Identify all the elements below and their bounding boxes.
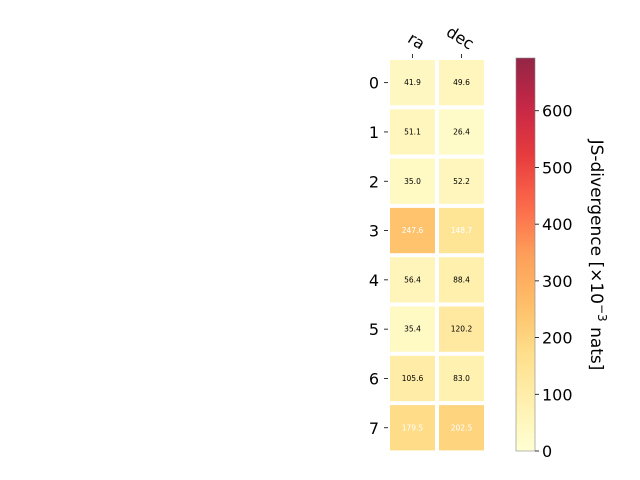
heatmap-cell: [439, 257, 484, 303]
cell-value-label: 105.6: [402, 374, 424, 383]
heatmap-cell: [390, 405, 435, 451]
colorbar-label: JS-divergence [×10−3 nats]: [586, 139, 609, 371]
row-label: 1: [369, 123, 379, 142]
heatmap-cell: [390, 158, 435, 204]
colorbar-tick-label: 600: [542, 102, 573, 121]
heatmap-cell: [439, 60, 484, 106]
colorbar-gradient: [516, 58, 535, 451]
colorbar-tick-label: 400: [542, 215, 573, 234]
colorbar-tick-label: 500: [542, 158, 573, 177]
row-label: 4: [369, 271, 379, 290]
heatmap-cell: [439, 355, 484, 402]
column-label: ra: [404, 29, 428, 54]
cell-value-label: 202.5: [451, 423, 473, 432]
heatmap-cell: [439, 109, 484, 155]
row-label: 0: [369, 74, 379, 93]
cell-value-label: 35.0: [404, 177, 421, 186]
row-label: 7: [369, 419, 379, 438]
row-labels: 0 1 2 3 4 5 6 7: [369, 74, 388, 438]
row-label: 6: [369, 369, 379, 388]
cell-value-label: 52.2: [453, 177, 470, 186]
cell-value-label: 179.5: [402, 423, 424, 432]
row-label: 5: [369, 320, 379, 339]
cell-value-label: 26.4: [453, 127, 470, 136]
heatmap-cell: [439, 158, 484, 204]
column-label: dec: [443, 22, 477, 53]
cell-value-label: 247.6: [402, 226, 424, 235]
cell-value-label: 83.0: [453, 374, 470, 383]
row-label: 2: [369, 172, 379, 191]
heatmap-cell: [390, 355, 435, 402]
heatmap-cell: [439, 207, 484, 254]
colorbar-frame: [515, 57, 536, 452]
heatmap-cell: [390, 60, 435, 106]
colorbar-tick-label: 300: [542, 272, 573, 291]
heatmap-cell: [390, 306, 435, 352]
heatmap-cell: [439, 405, 484, 451]
colorbar-tick-label: 0: [542, 442, 552, 461]
column-labels: ra dec: [404, 22, 477, 58]
colorbar-tick-label: 200: [542, 329, 573, 348]
cell-value-label: 56.4: [404, 275, 421, 284]
cell-value-label: 148.7: [451, 226, 473, 235]
colorbar-tick-label: 100: [542, 385, 573, 404]
cell-value-label: 120.2: [451, 325, 473, 334]
heatmap-cell: [390, 207, 435, 254]
cell-value-label: 51.1: [404, 127, 421, 136]
row-label: 3: [369, 222, 379, 241]
heatmap-cell: [390, 109, 435, 155]
heatmap-cell: [390, 257, 435, 303]
cell-value-label: 35.4: [404, 325, 421, 334]
heatmap-cells: 41.9 49.6 51.1 26.4 35.0 52.2 247.6 148.7 56.4 88…: [390, 60, 484, 451]
colorbar: 0 100 200 300 400 500 600: [515, 57, 573, 461]
cell-value-label: 49.6: [453, 78, 470, 87]
cell-value-label: 88.4: [453, 275, 470, 284]
heatmap-cell: [439, 306, 484, 352]
cell-value-label: 41.9: [404, 78, 421, 87]
